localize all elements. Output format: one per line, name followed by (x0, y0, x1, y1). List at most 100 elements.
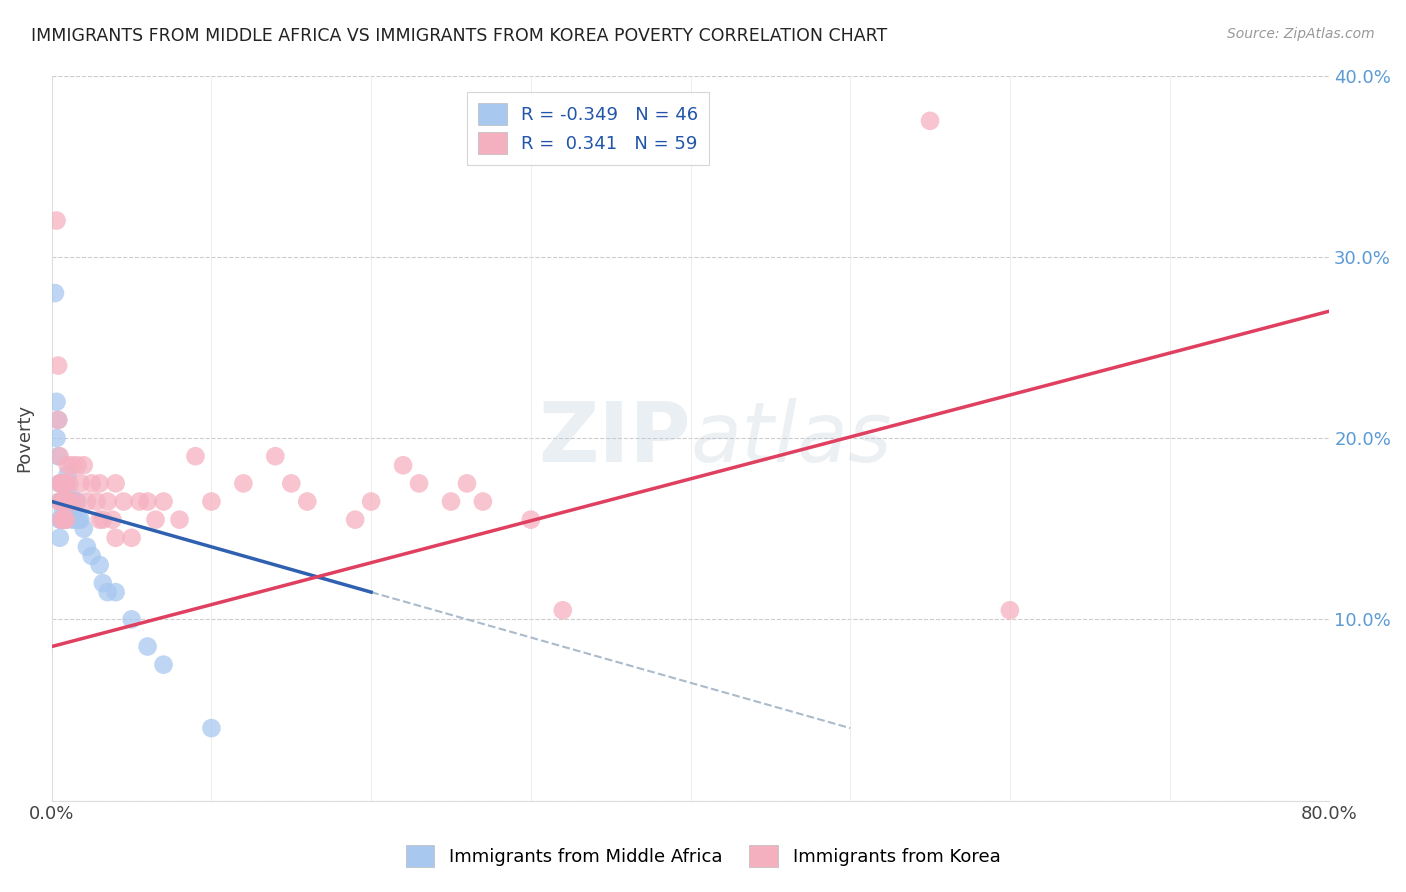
Point (232, 476, 254, 491)
Point (184, 449, 207, 463)
Point (48, 494, 70, 508)
Point (51, 476, 73, 491)
Point (65, 513, 87, 527)
Text: atlas: atlas (690, 398, 893, 479)
Point (66, 458, 89, 473)
Point (76, 540, 98, 554)
Point (53, 476, 76, 491)
Point (45, 213, 67, 227)
Point (51, 513, 73, 527)
Point (53, 494, 76, 508)
Point (56, 467, 79, 482)
Point (152, 657, 174, 672)
Point (97, 494, 120, 508)
Legend: R = -0.349   N = 46, R =  0.341   N = 59: R = -0.349 N = 46, R = 0.341 N = 59 (467, 92, 710, 165)
Point (62, 513, 84, 527)
Point (53, 476, 76, 491)
Point (80, 476, 103, 491)
Point (51, 513, 73, 527)
Point (51, 476, 73, 491)
Point (136, 494, 159, 508)
Point (112, 494, 135, 508)
Point (145, 513, 167, 527)
Text: IMMIGRANTS FROM MIDDLE AFRICA VS IMMIGRANTS FROM KOREA POVERTY CORRELATION CHART: IMMIGRANTS FROM MIDDLE AFRICA VS IMMIGRA… (31, 27, 887, 45)
Point (51, 494, 73, 508)
Point (44, 286, 66, 301)
Point (46, 359, 69, 373)
Point (121, 612, 143, 626)
Point (73, 458, 96, 473)
Point (69, 476, 91, 491)
Point (440, 494, 463, 508)
Point (918, 113, 941, 128)
Point (89, 513, 111, 527)
Legend: Immigrants from Middle Africa, Immigrants from Korea: Immigrants from Middle Africa, Immigrant… (398, 838, 1008, 874)
Point (392, 458, 415, 473)
Point (52, 494, 75, 508)
Point (55, 513, 77, 527)
Point (104, 531, 127, 545)
Point (52, 513, 75, 527)
Point (104, 476, 127, 491)
Point (48, 531, 70, 545)
Point (62, 458, 84, 473)
Point (264, 449, 287, 463)
Point (48, 476, 70, 491)
Point (89, 558, 111, 572)
Point (998, 603, 1021, 617)
Point (59, 494, 82, 508)
Point (121, 531, 143, 545)
Point (52, 476, 75, 491)
Point (55, 476, 77, 491)
Point (104, 585, 127, 599)
Point (128, 494, 150, 508)
Point (169, 513, 191, 527)
Point (46, 449, 69, 463)
Point (52, 503, 75, 517)
Point (97, 585, 120, 599)
Text: ZIP: ZIP (538, 398, 690, 479)
Point (65, 494, 87, 508)
Point (56, 485, 79, 500)
Point (91, 513, 114, 527)
Point (59, 503, 82, 517)
Point (48, 513, 70, 527)
Point (63, 494, 86, 508)
Point (200, 721, 222, 735)
Point (55, 513, 77, 527)
Point (52, 476, 75, 491)
Point (56, 458, 79, 473)
Point (45, 394, 67, 409)
Point (360, 494, 382, 508)
Point (55, 494, 77, 508)
Point (51, 494, 73, 508)
Point (65, 494, 87, 508)
Point (53, 513, 76, 527)
Point (73, 522, 96, 536)
Point (152, 494, 174, 508)
Point (58, 476, 80, 491)
Point (408, 476, 430, 491)
Point (45, 431, 67, 445)
Point (69, 513, 91, 527)
Point (471, 494, 494, 508)
Point (52, 513, 75, 527)
Point (76, 494, 98, 508)
Point (136, 640, 159, 654)
Point (53, 513, 76, 527)
Point (55, 476, 77, 491)
Point (344, 513, 367, 527)
Y-axis label: Poverty: Poverty (15, 404, 32, 472)
Point (62, 494, 84, 508)
Point (456, 476, 478, 491)
Point (56, 494, 79, 508)
Text: Source: ZipAtlas.com: Source: ZipAtlas.com (1227, 27, 1375, 41)
Point (200, 494, 222, 508)
Point (280, 476, 302, 491)
Point (86, 494, 108, 508)
Point (48, 494, 70, 508)
Point (53, 494, 76, 508)
Point (520, 513, 543, 527)
Point (89, 476, 111, 491)
Point (58, 494, 80, 508)
